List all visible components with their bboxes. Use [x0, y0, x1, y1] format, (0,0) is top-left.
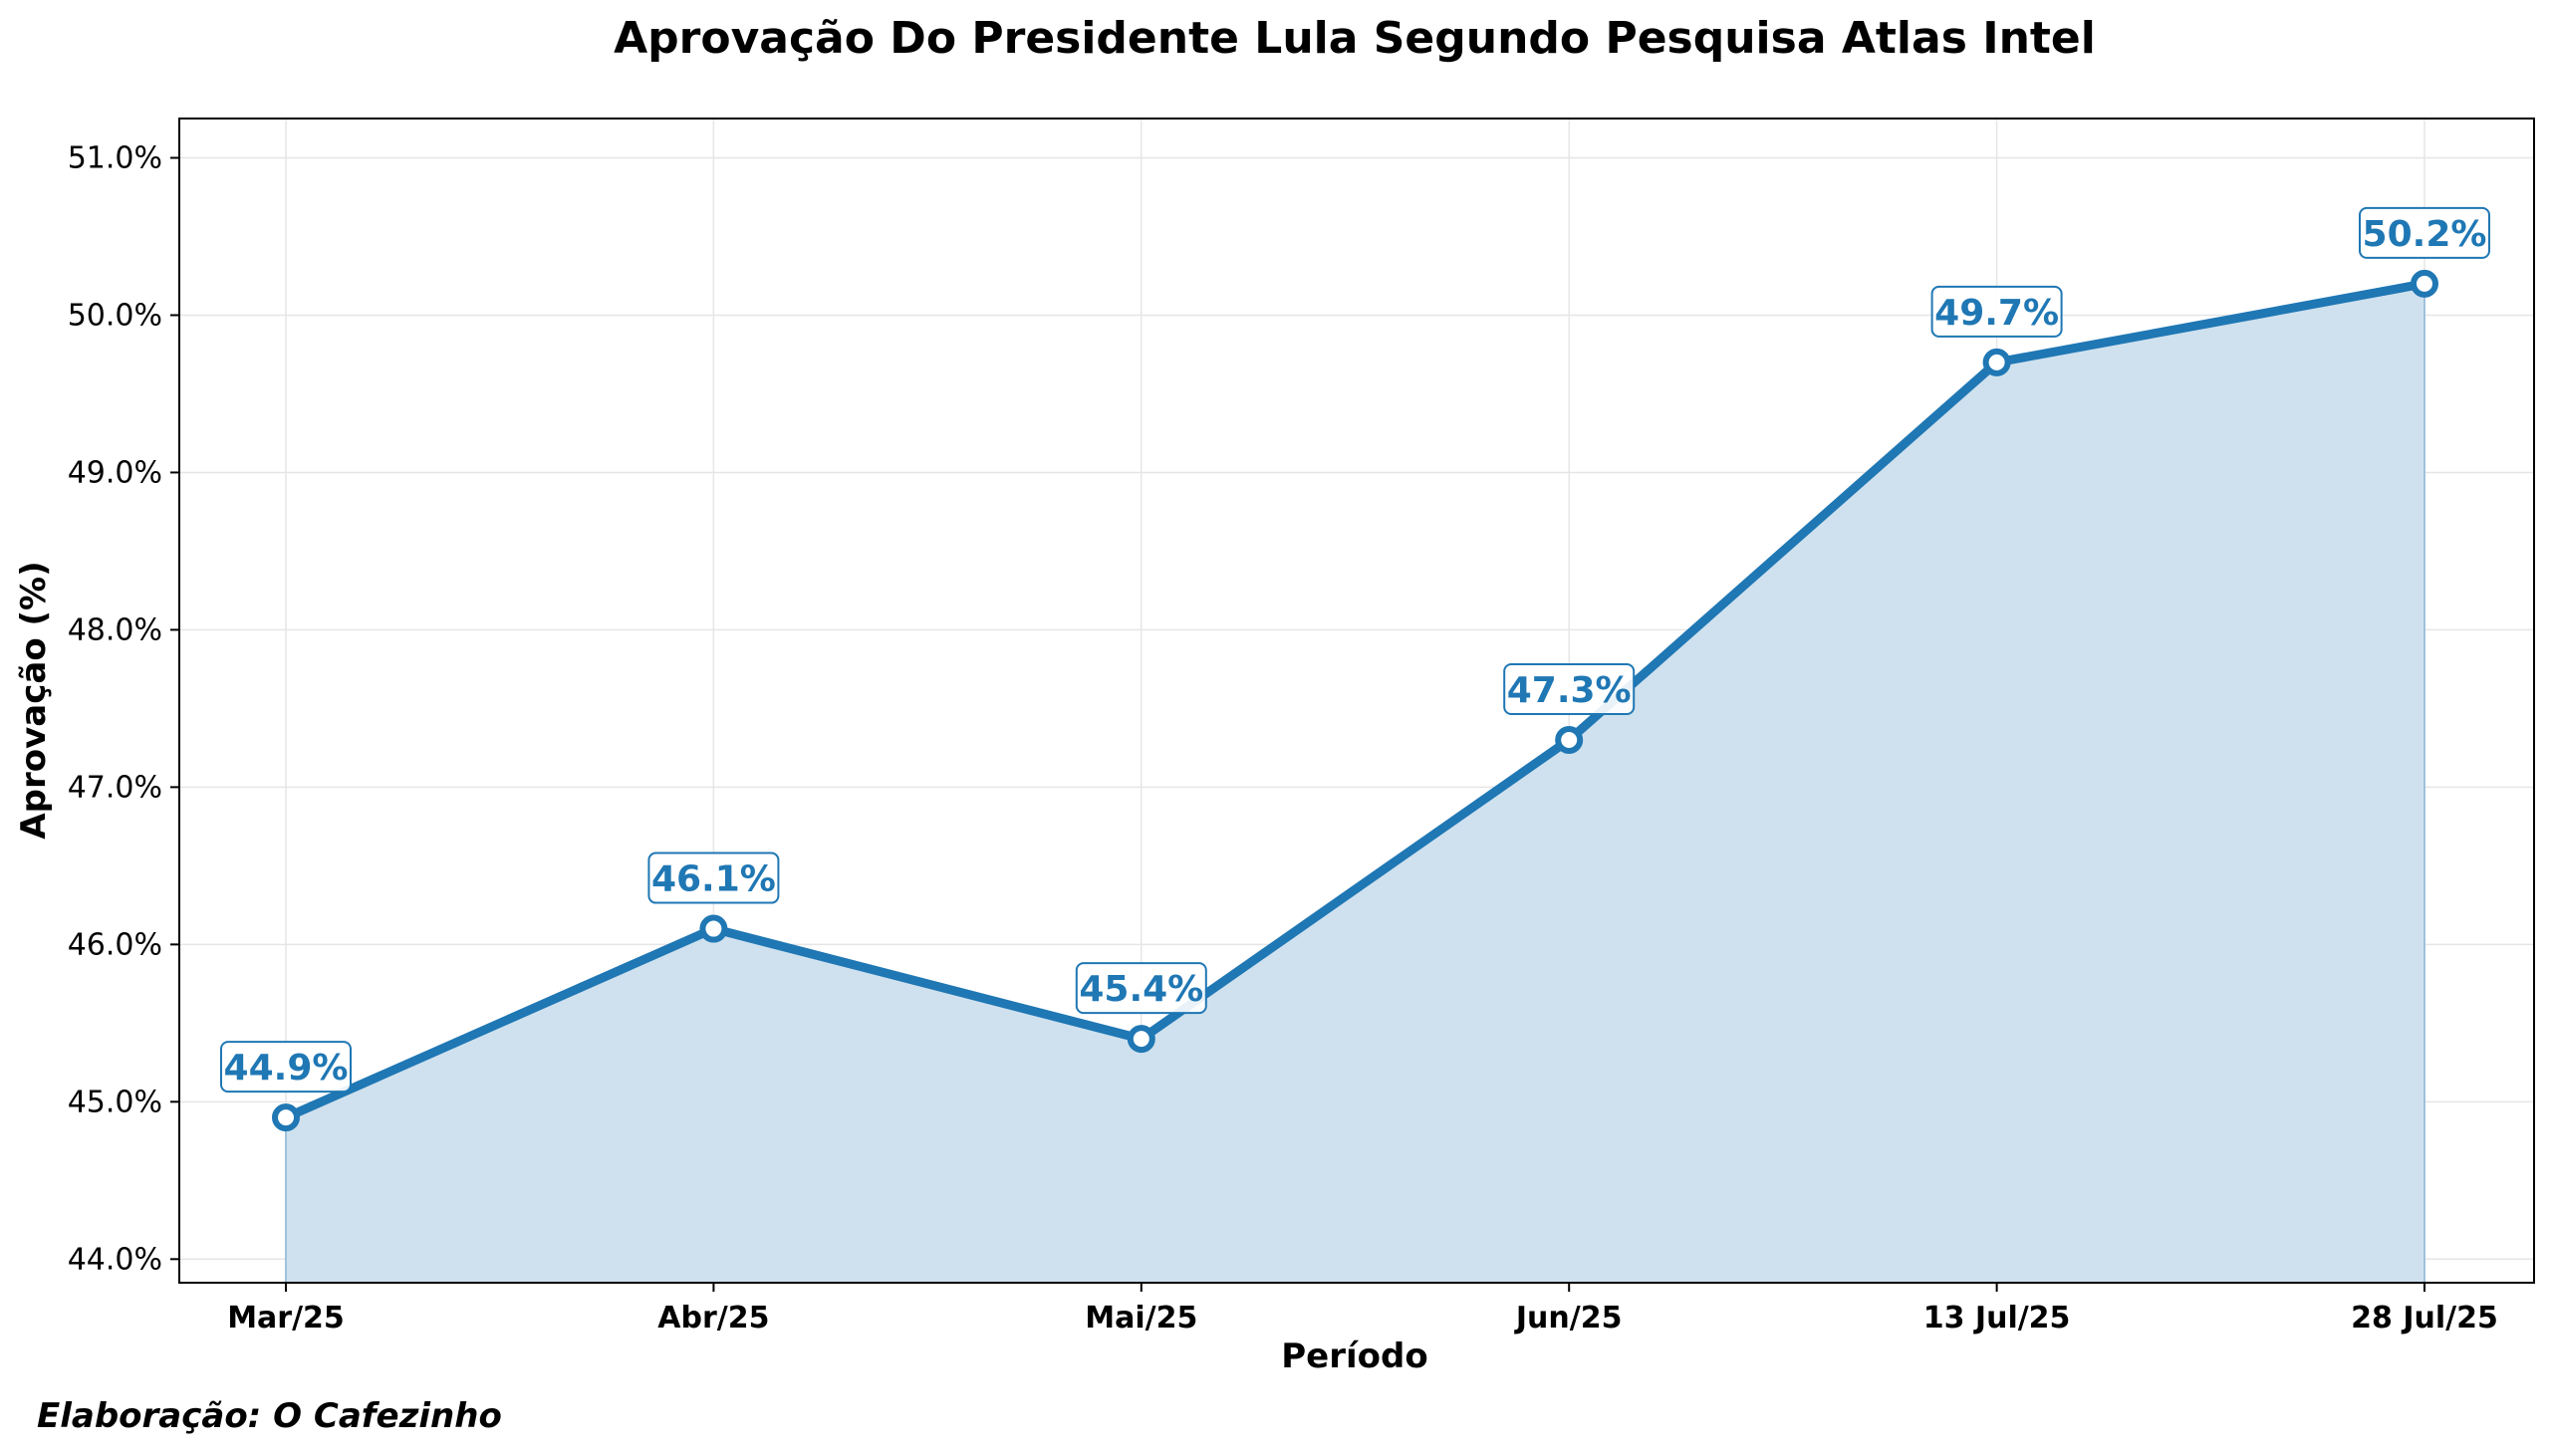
data-label: 46.1% [651, 859, 776, 900]
data-point [1555, 725, 1584, 754]
series-line [281, 279, 2429, 1122]
x-axis-label: Período [1281, 1336, 1427, 1376]
x-tick-label: Abr/25 [657, 1301, 769, 1335]
data-label-box [1930, 285, 2063, 338]
data-label-box [220, 1041, 352, 1093]
chart-title: Aprovação Do Presidente Lula Segundo Pes… [614, 13, 2096, 64]
data-label-box [1503, 662, 1636, 715]
series-line-group [281, 279, 2429, 1122]
data-point [1127, 1025, 1155, 1054]
data-point [699, 914, 728, 943]
data-label: 44.9% [224, 1048, 349, 1089]
area-fill [286, 283, 2424, 1284]
data-label: 50.2% [2363, 214, 2487, 255]
y-axis-ticks: 44.0% 45.0% 46.0% 47.0% 48.0% 49.0% 50.0% 51.0% [68, 140, 179, 1277]
data-label: 45.4% [1079, 969, 1203, 1010]
data-point [272, 1103, 300, 1132]
data-label-box [647, 851, 780, 904]
data-label: 49.7% [1934, 293, 2059, 334]
y-tick-label: 47.0% [68, 770, 162, 805]
data-label: 47.3% [1507, 670, 1632, 711]
y-tick-label: 45.0% [68, 1085, 162, 1119]
x-tick-label: Jun/25 [1514, 1301, 1623, 1335]
data-label-box [1075, 962, 1207, 1015]
data-label-group: 44.9% 46.1% 45.4% 47.3% 49.7% 50.2% [220, 206, 2490, 1093]
area-fill-group [285, 283, 2425, 1284]
data-point [2411, 269, 2438, 298]
y-tick-label: 48.0% [68, 612, 162, 647]
data-label-box [2359, 206, 2490, 259]
x-tick-label: Mar/25 [227, 1301, 345, 1335]
y-tick-label: 49.0% [68, 455, 162, 490]
y-tick-label: 46.0% [68, 927, 162, 962]
plot-frame [178, 118, 2535, 1284]
marker-group [272, 269, 2438, 1132]
data-point [1982, 348, 2011, 376]
x-tick-label: Mai/25 [1085, 1301, 1197, 1335]
x-tick-label: 13 Jul/25 [1923, 1301, 2071, 1335]
y-tick-label: 51.0% [68, 140, 162, 175]
x-axis-ticks: Mar/25 Abr/25 Mai/25 Jun/25 13 Jul/25 28 Jul/… [227, 1283, 2498, 1335]
x-tick-label: 28 Jul/25 [2351, 1301, 2498, 1335]
credit-text: Elaboração: O Cafezinho [37, 1396, 502, 1436]
y-tick-label: 50.0% [68, 298, 162, 333]
y-tick-label: 44.0% [68, 1242, 162, 1277]
y-axis-label: Aprovação (%) [14, 561, 54, 839]
